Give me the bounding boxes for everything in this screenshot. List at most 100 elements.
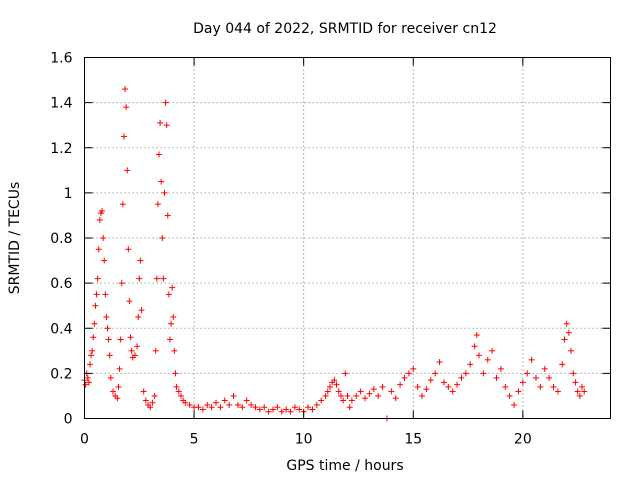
data-point [309, 406, 316, 413]
data-point [528, 356, 535, 363]
data-point [134, 343, 141, 350]
data-point [182, 399, 189, 406]
data-point [318, 397, 325, 404]
data-point [127, 334, 134, 341]
data-point [86, 361, 93, 368]
data-point [149, 399, 156, 406]
y-tick-label: 0 [64, 412, 73, 428]
data-point [186, 401, 193, 408]
data-point [171, 347, 178, 354]
data-point [568, 347, 575, 354]
data-point [239, 404, 246, 411]
data-point [164, 212, 171, 219]
data-point [261, 404, 268, 411]
chart-title: Day 044 of 2022, SRMTID for receiver cn1… [193, 21, 497, 37]
data-point [445, 383, 452, 390]
data-point [107, 374, 114, 381]
data-point [92, 302, 99, 309]
data-point [579, 383, 586, 390]
data-point [326, 383, 333, 390]
data-point [157, 119, 164, 126]
data-point [82, 381, 89, 388]
data-point [331, 377, 338, 384]
data-point [467, 361, 474, 368]
data-point [436, 359, 443, 366]
x-tick-label: 20 [514, 432, 532, 448]
data-point [291, 404, 298, 411]
data-point [117, 336, 124, 343]
data-point [265, 408, 272, 415]
data-point [168, 320, 175, 327]
data-point [313, 401, 320, 408]
x-axis-label: GPS time / hours [286, 458, 403, 474]
data-point [234, 401, 241, 408]
data-point [95, 246, 102, 253]
x-tick-label: 5 [190, 432, 199, 448]
data-point [99, 207, 106, 214]
data-point [565, 329, 572, 336]
data-point [511, 401, 518, 408]
data-point [515, 388, 522, 395]
data-series-srmtid [81, 86, 588, 422]
data-point [105, 336, 112, 343]
data-point [85, 379, 92, 386]
data-point [147, 404, 154, 411]
data-point [473, 332, 480, 339]
data-point [101, 257, 108, 264]
data-point [322, 392, 329, 399]
data-point [476, 352, 482, 359]
data-point [136, 275, 143, 282]
data-point [126, 298, 133, 305]
data-point [226, 401, 233, 408]
data-point [546, 374, 553, 381]
data-point [96, 216, 103, 223]
data-point [161, 189, 168, 196]
data-point [151, 392, 158, 399]
data-point [91, 320, 98, 327]
data-point [471, 343, 478, 350]
data-point [379, 383, 386, 390]
data-point [337, 392, 344, 399]
data-point [480, 370, 487, 377]
data-point [128, 347, 135, 354]
data-point [84, 374, 91, 381]
data-point [502, 383, 509, 390]
data-point [243, 397, 250, 404]
data-point [348, 397, 355, 404]
data-point [305, 404, 312, 411]
data-point [274, 404, 281, 411]
data-point [346, 404, 353, 411]
x-tick-label: 15 [404, 432, 422, 448]
y-tick-label: 1 [64, 186, 73, 202]
data-point [230, 392, 237, 399]
data-point [135, 313, 142, 320]
data-point [204, 401, 211, 408]
data-point [554, 388, 561, 395]
data-point [397, 381, 404, 388]
data-point [574, 388, 581, 395]
data-point [392, 395, 399, 402]
data-point [124, 167, 131, 174]
data-point [170, 313, 177, 320]
data-point [252, 404, 259, 411]
data-point [172, 370, 179, 377]
data-point [137, 257, 144, 264]
data-point [532, 374, 539, 381]
data-point [169, 284, 176, 291]
data-point [489, 347, 496, 354]
data-point [123, 104, 130, 111]
data-point [454, 381, 461, 388]
data-point [497, 365, 504, 372]
y-tick-label: 1.2 [50, 141, 72, 157]
data-point [119, 201, 126, 208]
data-point [362, 395, 369, 402]
data-point [353, 392, 360, 399]
data-point [559, 361, 566, 368]
data-point [94, 275, 101, 282]
data-point [154, 201, 161, 208]
data-point [388, 388, 395, 395]
data-point [208, 404, 215, 411]
data-point [142, 397, 149, 404]
data-point [106, 352, 113, 359]
